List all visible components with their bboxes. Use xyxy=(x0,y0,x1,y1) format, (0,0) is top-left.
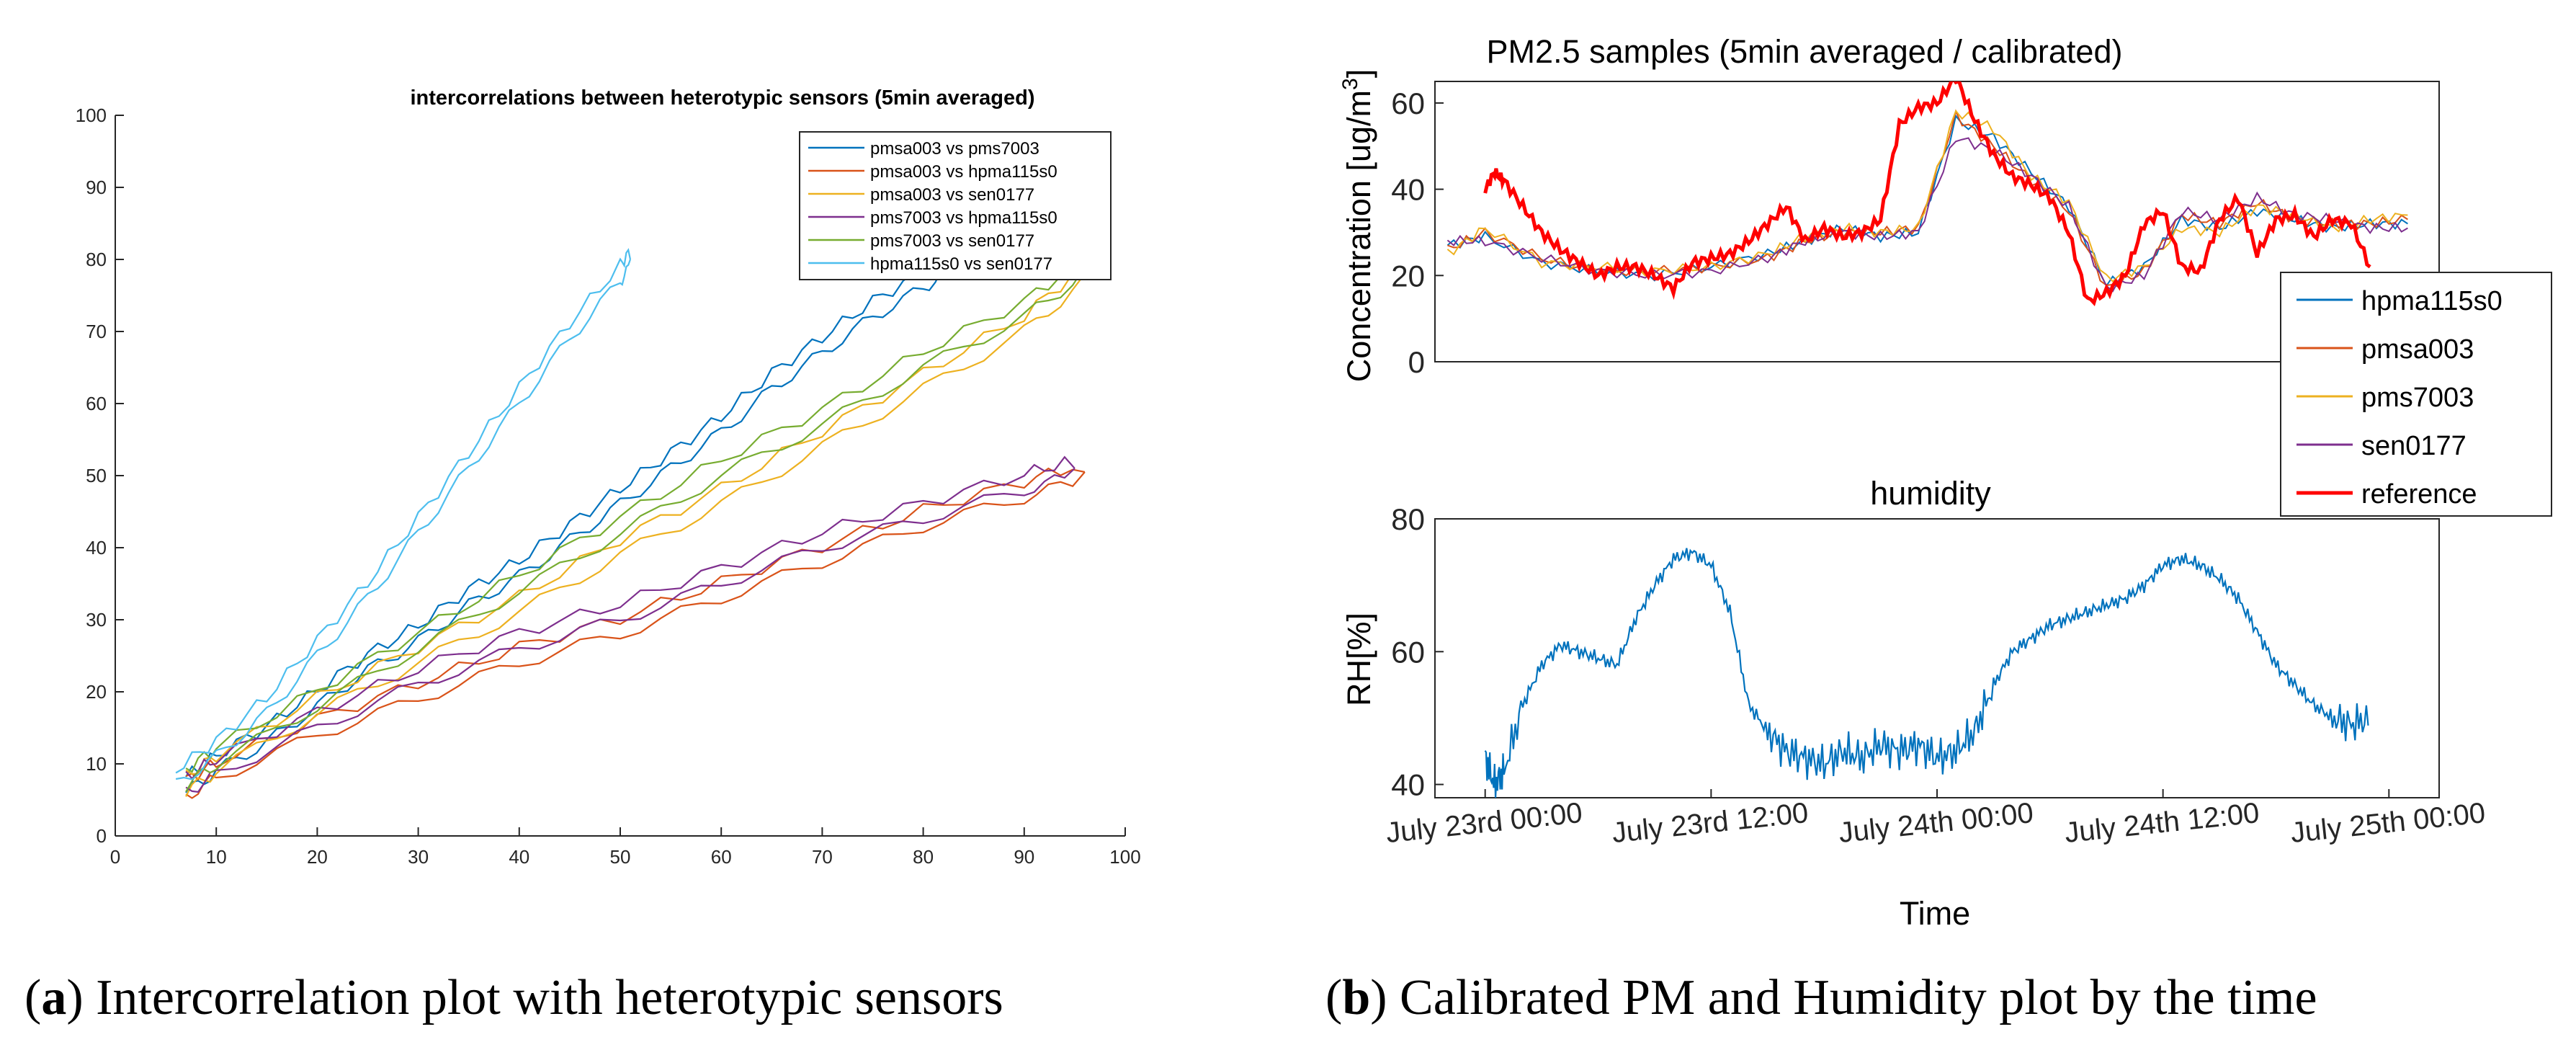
x-tick-label: July 25th 00:00 xyxy=(2289,797,2487,849)
series-line xyxy=(1446,137,2408,293)
legend xyxy=(2280,272,2552,517)
x-tick-label: 70 xyxy=(812,846,833,868)
plot-area: 40 60 80 July 23rd 00:00 July 23rd 12:00 July… xyxy=(1385,502,2487,849)
caption-letter: a xyxy=(41,970,67,1025)
x-tick-label: 100 xyxy=(1109,846,1140,868)
pm25-chart: PM2.5 samples (5min averaged / calibrate… xyxy=(1338,33,2552,517)
y-tick-label: 30 xyxy=(86,609,107,631)
y-tick-label: 0 xyxy=(1408,345,1425,379)
legend-label: pms7003 vs hpma115s0 xyxy=(870,208,1057,228)
chart-title: intercorrelations between heterotypic se… xyxy=(410,86,1034,110)
y-tick-label: 20 xyxy=(86,681,107,703)
y-tick-label: 20 xyxy=(1391,259,1425,293)
x-tick-label: July 23rd 12:00 xyxy=(1611,797,1810,849)
x-tick-label: July 23rd 00:00 xyxy=(1385,797,1584,849)
x-tick-label: 90 xyxy=(1014,846,1034,868)
y-tick-label: 80 xyxy=(86,249,107,270)
legend-label: pmsa003 xyxy=(2361,334,2474,365)
y-tick-label: 40 xyxy=(1391,173,1425,207)
x-axis-label: Time xyxy=(1900,895,1970,932)
x-tick-label: July 24th 12:00 xyxy=(2063,797,2260,849)
series-line xyxy=(185,259,1086,773)
x-tick-label: 30 xyxy=(408,846,429,868)
legend-label: sen0177 xyxy=(2361,431,2467,461)
series-line xyxy=(185,266,1086,793)
y-tick-label: 90 xyxy=(86,177,107,198)
y-axis-label: Concentration [ug/m3] xyxy=(1338,69,1377,382)
y-tick-label: 50 xyxy=(86,465,107,486)
series-line xyxy=(185,273,1086,797)
y-tick-label: 40 xyxy=(86,537,107,558)
plot-area: 0 10 20 30 40 50 60 70 80 90 100 0 10 20 30 40 50 60 70 80 9… xyxy=(76,104,1141,868)
axes-box xyxy=(1434,81,2440,362)
y-axis-label-text: Concentration [ug/m xyxy=(1341,90,1377,382)
x-tick-label: 80 xyxy=(913,846,934,868)
legend-label: hpma115s0 xyxy=(2361,286,2503,316)
y-tick-label: 100 xyxy=(76,104,107,126)
series-line xyxy=(175,259,632,780)
humidity-chart: humidity RH[%] Time 40 60 80 July 23rd 00:0… xyxy=(1341,475,2487,932)
series-line xyxy=(185,244,985,793)
plot-area: 0 20 40 60 hpma115s0 pmsa003 pms7003 sen0177 ref… xyxy=(1391,81,2552,517)
chart-title: PM2.5 samples (5min averaged / calibrate… xyxy=(1487,33,2123,70)
x-tick-label: 40 xyxy=(509,846,529,868)
legend-label: pmsa003 vs sen0177 xyxy=(870,185,1034,205)
series-line xyxy=(1483,81,2371,307)
caption-a: (a) Intercorrelation plot with heterotyp… xyxy=(24,970,1003,1025)
series-line xyxy=(185,468,1075,793)
series-line xyxy=(185,234,985,778)
x-tick-label: 20 xyxy=(307,846,328,868)
y-axis-label-suffix: ] xyxy=(1341,69,1377,79)
series-line xyxy=(185,272,1085,775)
caption-b: (b) Calibrated PM and Humidity plot by t… xyxy=(1325,970,2317,1025)
y-tick-label: 80 xyxy=(1391,502,1425,536)
y-axis-label-superscript: 3 xyxy=(1338,78,1362,90)
legend-label: pmsa003 vs pms7003 xyxy=(870,139,1039,159)
series-line xyxy=(1484,548,2369,798)
y-tick-label: 60 xyxy=(1391,86,1425,120)
x-tick-label: 60 xyxy=(711,846,732,868)
y-tick-label: 70 xyxy=(86,321,107,342)
legend-label: pms7003 vs sen0177 xyxy=(870,231,1034,251)
x-tick-label: 50 xyxy=(610,846,631,868)
series-line xyxy=(175,248,632,774)
y-tick-label: 40 xyxy=(1391,768,1425,802)
legend xyxy=(799,131,1112,280)
x-tick-label: 10 xyxy=(206,846,227,868)
series-line xyxy=(1446,109,2408,282)
legend-label: pmsa003 vs hpma115s0 xyxy=(870,162,1057,182)
legend-label: pms7003 xyxy=(2361,383,2474,413)
series-line xyxy=(185,455,1075,780)
caption-letter: b xyxy=(1342,970,1371,1025)
series-line xyxy=(185,471,1086,799)
caption-text: ) Calibrated PM and Humidity plot by the… xyxy=(1370,970,2317,1025)
y-tick-label: 60 xyxy=(86,393,107,414)
chart-title: humidity xyxy=(1870,475,1991,512)
legend-label: hpma115s0 vs sen0177 xyxy=(870,254,1052,274)
x-tick-label: July 24th 00:00 xyxy=(1837,797,2034,849)
intercorrelation-chart: intercorrelations between heterotypic se… xyxy=(76,86,1141,868)
y-tick-label: 0 xyxy=(97,825,107,847)
y-tick-label: 60 xyxy=(1391,635,1425,669)
legend-label: reference xyxy=(2361,479,2477,509)
y-axis-label: RH[%] xyxy=(1341,613,1377,706)
y-tick-label: 10 xyxy=(86,753,107,775)
caption-text: ) Intercorrelation plot with heterotypic… xyxy=(66,970,1003,1025)
x-tick-label: 0 xyxy=(110,846,120,868)
